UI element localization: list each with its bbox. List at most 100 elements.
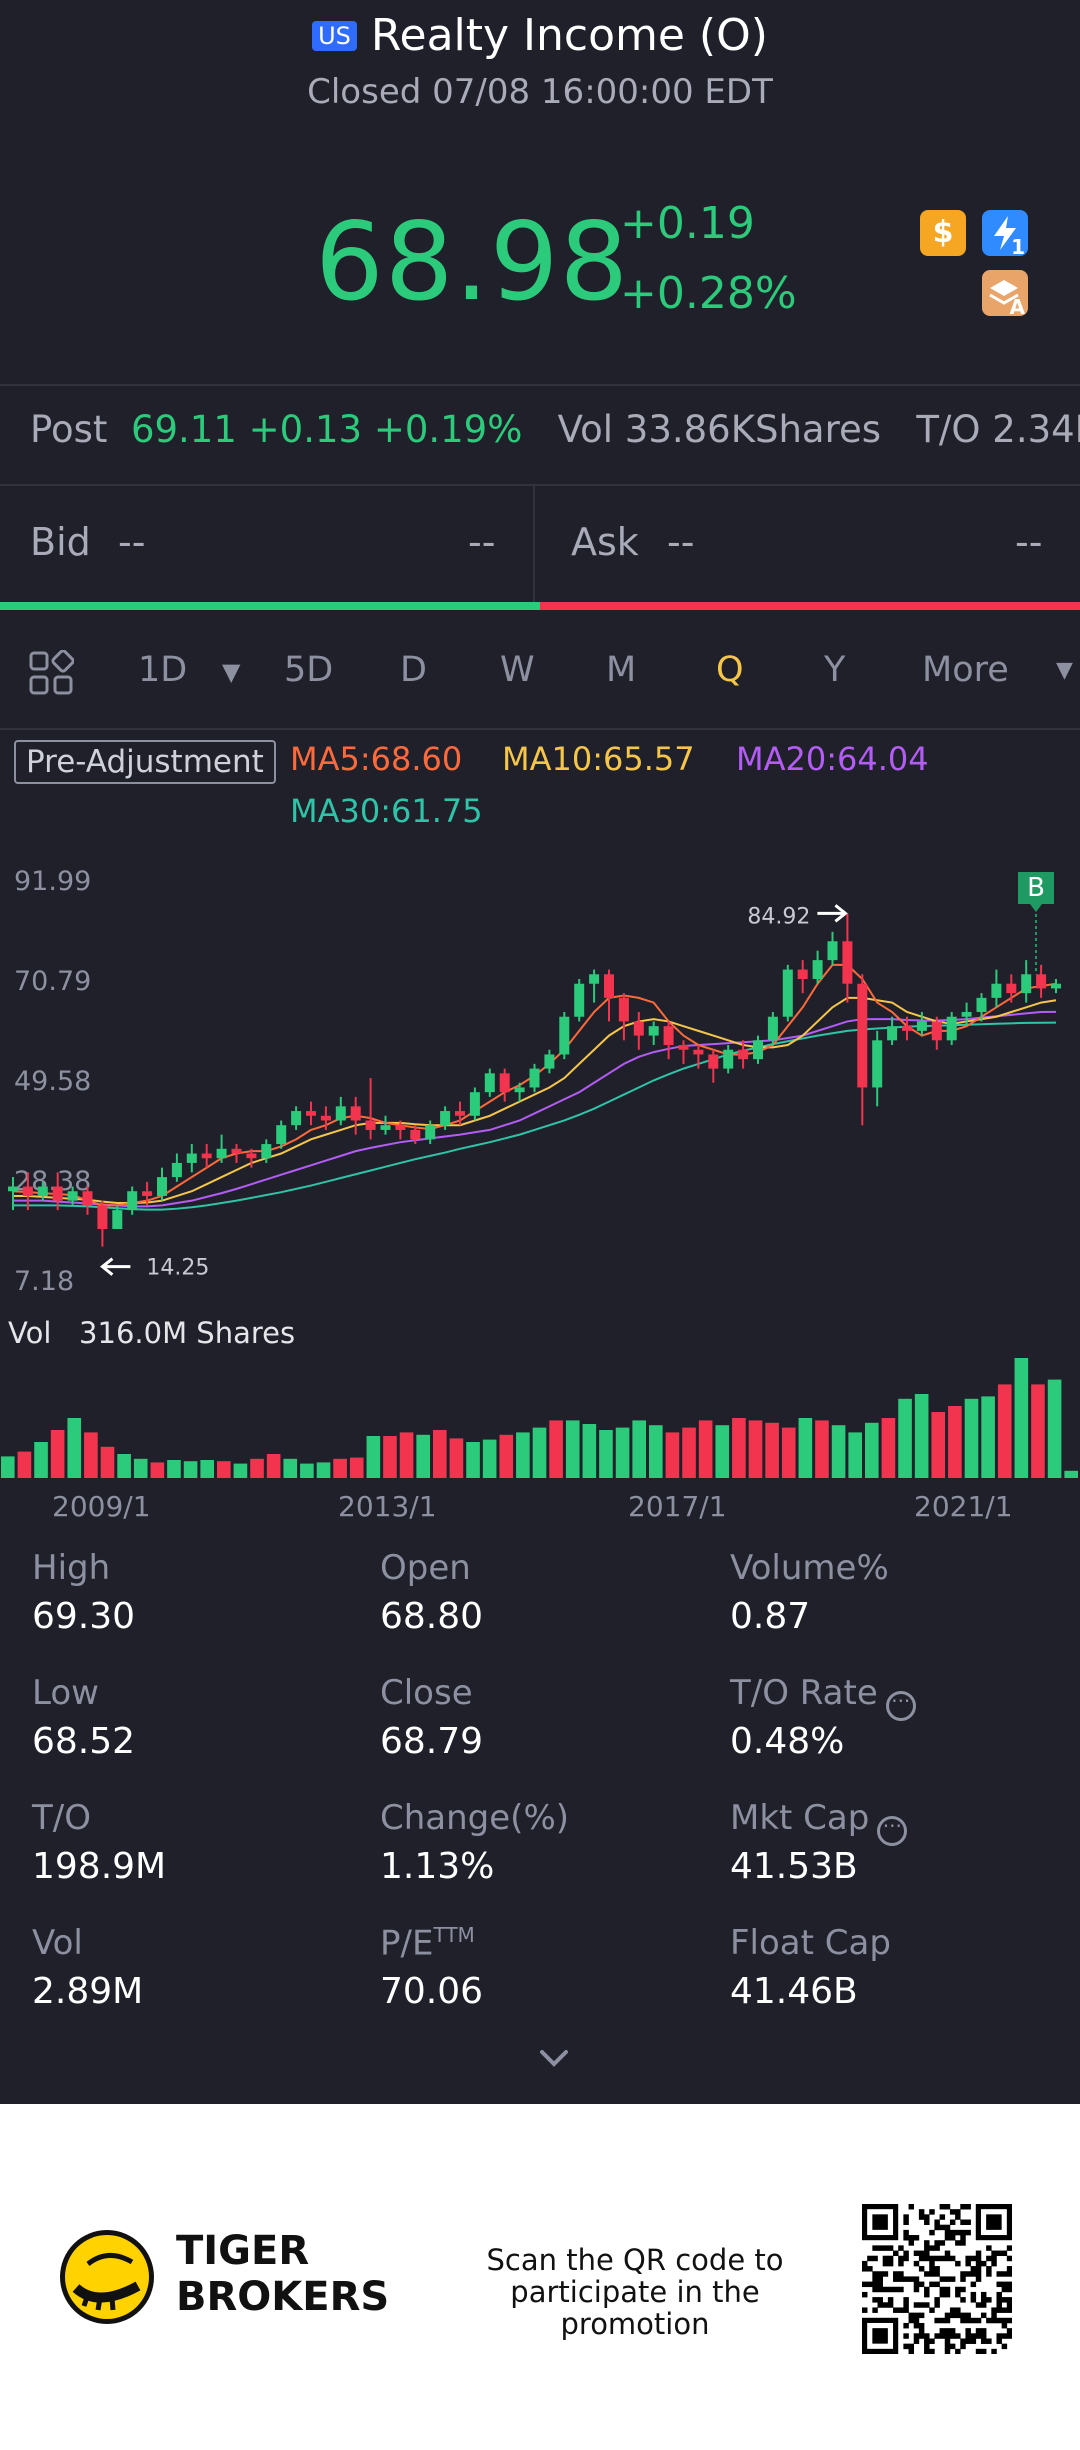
- lightning-icon[interactable]: 1: [982, 210, 1028, 258]
- qr-module: [944, 2229, 951, 2236]
- qr-module: [980, 2302, 987, 2308]
- candle-body: [857, 983, 868, 1088]
- qr-module: [1001, 2322, 1008, 2329]
- qr-module: [939, 2317, 946, 2324]
- layout-grid-icon[interactable]: [28, 649, 75, 696]
- volume-bar: [948, 1406, 962, 1478]
- adjustment-toggle[interactable]: Pre-Adjustment: [14, 740, 276, 784]
- stat-value: 68.52: [32, 1721, 136, 1762]
- qr-module: [924, 2338, 930, 2344]
- stat-label: Vol: [32, 1923, 83, 1963]
- ask-panel[interactable]: Ask -- --: [535, 486, 1080, 602]
- tab-5d[interactable]: 5D: [284, 650, 334, 690]
- qr-module: [872, 2255, 878, 2262]
- candle: [261, 1139, 272, 1163]
- candle: [365, 1078, 376, 1140]
- bid-panel[interactable]: Bid -- --: [0, 486, 533, 602]
- qr-module: [1006, 2333, 1012, 2339]
- tab-d[interactable]: D: [400, 650, 427, 690]
- candle-body: [723, 1049, 734, 1069]
- qr-module: [965, 2255, 971, 2262]
- volume-bar: [399, 1432, 414, 1478]
- tab-y[interactable]: Y: [824, 650, 846, 690]
- ma5-value: MA5:68.60: [290, 740, 463, 778]
- volume-bar: [848, 1432, 862, 1478]
- volume-bar: [67, 1418, 82, 1478]
- bid-strength-bar: [0, 602, 540, 610]
- volume-chart[interactable]: [0, 1350, 1080, 1480]
- stat-label: Float Cap: [730, 1923, 891, 1963]
- qr-module: [975, 2328, 982, 2334]
- qr-module: [862, 2307, 868, 2313]
- volume-bar: [482, 1439, 497, 1478]
- qr-module: [949, 2229, 956, 2236]
- qr-module: [908, 2235, 915, 2241]
- info-icon[interactable]: ···: [885, 1691, 916, 1721]
- volume-bar: [466, 1442, 480, 1478]
- candle: [902, 1016, 912, 1041]
- qr-module: [996, 2333, 1002, 2339]
- tab-1d[interactable]: 1D: [138, 650, 188, 690]
- qr-module: [996, 2302, 1002, 2308]
- qr-module: [944, 2276, 951, 2282]
- candle-body: [678, 1045, 689, 1050]
- candle: [812, 950, 823, 984]
- tab-m[interactable]: M: [606, 650, 637, 690]
- volume-bar: [632, 1420, 646, 1478]
- qr-module: [944, 2328, 951, 2334]
- chevron-down-icon[interactable]: ▼: [1056, 658, 1073, 683]
- volume-bar: [183, 1461, 198, 1478]
- candle: [291, 1106, 302, 1130]
- qr-module: [960, 2338, 966, 2344]
- qr-module: [918, 2214, 925, 2220]
- qr-module: [929, 2281, 935, 2288]
- qr-module: [908, 2204, 915, 2210]
- qr-module: [996, 2307, 1002, 2313]
- qr-module: [929, 2255, 935, 2262]
- candle-body: [484, 1073, 495, 1093]
- tab-more[interactable]: More: [922, 650, 1009, 690]
- x-tick-label: 2013/1: [338, 1490, 437, 1523]
- candle-body: [231, 1148, 242, 1154]
- candle-body: [574, 983, 585, 1017]
- chevron-down-icon[interactable]: ▼: [222, 658, 241, 686]
- divider: [0, 484, 1080, 486]
- candle: [738, 1040, 749, 1069]
- volume-bar: [931, 1412, 946, 1478]
- candle: [663, 1021, 674, 1060]
- dollar-icon[interactable]: $: [920, 210, 966, 256]
- candle: [946, 1012, 957, 1046]
- volume-bar: [316, 1462, 331, 1478]
- post-to-value: 2.34M: [992, 408, 1080, 451]
- qr-module: [924, 2343, 930, 2350]
- candle-body: [246, 1153, 257, 1159]
- layers-icon[interactable]: A: [982, 270, 1028, 318]
- qr-module: [960, 2312, 966, 2319]
- info-icon[interactable]: ···: [877, 1816, 908, 1846]
- qr-finder-core: [872, 2214, 888, 2230]
- qr-module: [898, 2307, 904, 2313]
- qr-module: [991, 2255, 997, 2262]
- qr-module: [913, 2281, 920, 2288]
- qr-module: [986, 2317, 992, 2324]
- qr-module: [862, 2291, 868, 2298]
- qr-module: [903, 2307, 909, 2313]
- qr-module: [965, 2328, 971, 2334]
- qr-module: [955, 2291, 961, 2298]
- expand-chevron-icon[interactable]: [530, 2044, 578, 2074]
- qr-module: [898, 2260, 904, 2267]
- candle: [97, 1200, 108, 1247]
- qr-module: [918, 2328, 925, 2334]
- candle-body: [514, 1087, 525, 1093]
- candle: [201, 1144, 212, 1168]
- qr-module: [955, 2229, 961, 2236]
- candle-body: [425, 1125, 436, 1140]
- tab-q[interactable]: Q: [716, 650, 744, 690]
- qr-code[interactable]: [862, 2204, 1012, 2354]
- qr-module: [918, 2322, 925, 2329]
- volume-bar: [167, 1460, 181, 1478]
- stat-value: 2.89M: [32, 1971, 144, 2012]
- tab-w[interactable]: W: [500, 650, 535, 690]
- stat-label: Low: [32, 1673, 99, 1713]
